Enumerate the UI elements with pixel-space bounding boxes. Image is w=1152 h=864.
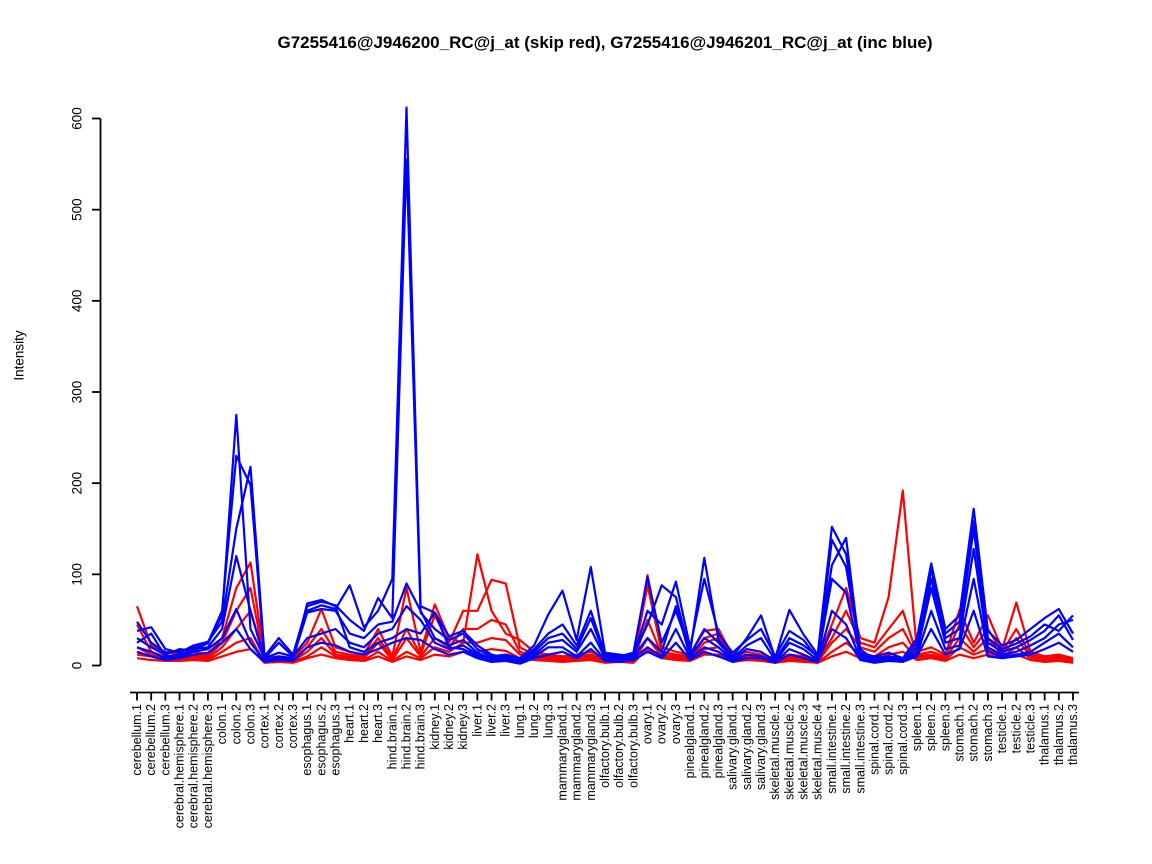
x-tick-label: small.intestine.3 bbox=[853, 704, 867, 794]
x-tick-label: olfactory.bulb.1 bbox=[598, 704, 612, 788]
x-tick-label: pinealgland.3 bbox=[711, 704, 725, 778]
x-tick-label: ovary.2 bbox=[655, 704, 669, 744]
x-tick-label: cerebellum.1 bbox=[130, 704, 144, 776]
y-tick-label: 0 bbox=[70, 662, 85, 670]
x-tick-label: mammarygland.2 bbox=[570, 704, 584, 801]
x-tick-label: hind.brain.2 bbox=[399, 704, 413, 769]
x-tick-label: kidney.3 bbox=[456, 704, 470, 750]
x-tick-label: ovary.3 bbox=[669, 704, 683, 744]
x-tick-label: thalamus.1 bbox=[1038, 704, 1052, 765]
y-tick-label: 500 bbox=[70, 198, 85, 221]
x-tick-label: olfactory.bulb.2 bbox=[612, 704, 626, 788]
x-tick-label: heart.2 bbox=[357, 704, 371, 743]
x-tick-label: pinealgland.1 bbox=[683, 704, 697, 778]
x-tick-label: cerebral.hemisphere.3 bbox=[201, 704, 215, 828]
x-tick-label: esophagus.1 bbox=[300, 704, 314, 776]
x-tick-label: cortex.2 bbox=[272, 704, 286, 749]
x-tick-label: mammarygland.1 bbox=[555, 704, 569, 801]
series-line-inc-3 bbox=[136, 454, 1074, 663]
x-tick-label: spleen.1 bbox=[910, 704, 924, 751]
x-tick-label: spinal.cord.3 bbox=[896, 704, 910, 775]
x-tick-label: thalamus.2 bbox=[1052, 704, 1066, 765]
x-tick-label: ovary.1 bbox=[641, 704, 655, 744]
chart-title: G7255416@J946200_RC@j_at (skip red), G72… bbox=[277, 33, 933, 52]
series-line-skip-5 bbox=[136, 647, 1074, 664]
x-tick-label: spinal.cord.2 bbox=[882, 704, 896, 775]
x-tick-label: heart.3 bbox=[371, 704, 385, 743]
x-tick-label: thalamus.3 bbox=[1066, 704, 1080, 765]
x-tick-label: esophagus.2 bbox=[314, 704, 328, 776]
y-tick-label: 300 bbox=[70, 381, 85, 404]
series-line-inc-1 bbox=[136, 106, 1074, 662]
x-tick-label: liver.1 bbox=[470, 704, 484, 737]
x-tick-label: lung.2 bbox=[527, 704, 541, 738]
x-tick-label: cerebellum.2 bbox=[144, 704, 158, 776]
x-tick-label: hind.brain.3 bbox=[414, 704, 428, 769]
x-tick-label: pinealgland.2 bbox=[697, 704, 711, 778]
y-tick-label: 600 bbox=[70, 107, 85, 130]
x-tick-label: lung.1 bbox=[513, 704, 527, 738]
x-tick-label: testicle.3 bbox=[1023, 704, 1037, 753]
x-tick-label: salivary.gland.3 bbox=[754, 704, 768, 790]
y-axis-label: Intensity bbox=[11, 330, 27, 381]
x-tick-label: hind.brain.1 bbox=[385, 704, 399, 769]
x-tick-label: salivary.gland.2 bbox=[740, 704, 754, 790]
y-tick-label: 200 bbox=[70, 472, 85, 495]
x-tick-label: skeletal.muscle.1 bbox=[768, 704, 782, 800]
x-tick-label: cerebral.hemisphere.1 bbox=[173, 704, 187, 828]
x-tick-label: spinal.cord.1 bbox=[867, 704, 881, 775]
x-tick-label: esophagus.3 bbox=[329, 704, 343, 776]
x-tick-label: spleen.3 bbox=[938, 704, 952, 751]
x-tick-label: heart.1 bbox=[343, 704, 357, 743]
x-tick-label: liver.2 bbox=[485, 704, 499, 737]
x-tick-label: small.intestine.1 bbox=[825, 704, 839, 794]
x-tick-label: mammarygland.3 bbox=[584, 704, 598, 801]
x-tick-label: colon.2 bbox=[229, 704, 243, 744]
x-tick-label: skeletal.muscle.3 bbox=[797, 704, 811, 800]
x-tick-label: cortex.3 bbox=[286, 704, 300, 749]
x-tick-label: kidney.1 bbox=[428, 704, 442, 750]
x-tick-label: salivary.gland.1 bbox=[726, 704, 740, 790]
x-tick-label: lung.3 bbox=[541, 704, 555, 738]
x-tick-label: colon.3 bbox=[243, 704, 257, 744]
x-tick-label: olfactory.bulb.3 bbox=[626, 704, 640, 788]
x-tick-label: cerebral.hemisphere.2 bbox=[187, 704, 201, 828]
x-tick-label: liver.3 bbox=[499, 704, 513, 737]
x-tick-label: cerebellum.3 bbox=[158, 704, 172, 776]
x-tick-label: colon.1 bbox=[215, 704, 229, 744]
y-tick-label: 400 bbox=[70, 290, 85, 313]
x-tick-label: spleen.2 bbox=[924, 704, 938, 751]
y-tick-label: 100 bbox=[70, 563, 85, 586]
x-tick-label: small.intestine.2 bbox=[839, 704, 853, 794]
x-tick-label: kidney.2 bbox=[442, 704, 456, 750]
x-tick-label: stomach.1 bbox=[953, 704, 967, 762]
series-line-inc-5 bbox=[136, 577, 1074, 664]
x-tick-label: testicle.2 bbox=[1009, 704, 1023, 753]
x-tick-label: stomach.2 bbox=[967, 704, 981, 762]
x-tick-label: skeletal.muscle.2 bbox=[782, 704, 796, 800]
x-tick-label: stomach.3 bbox=[981, 704, 995, 762]
x-tick-label: cortex.1 bbox=[258, 704, 272, 749]
x-tick-label: skeletal.muscle.4 bbox=[811, 704, 825, 800]
x-tick-label: testicle.1 bbox=[995, 704, 1009, 753]
